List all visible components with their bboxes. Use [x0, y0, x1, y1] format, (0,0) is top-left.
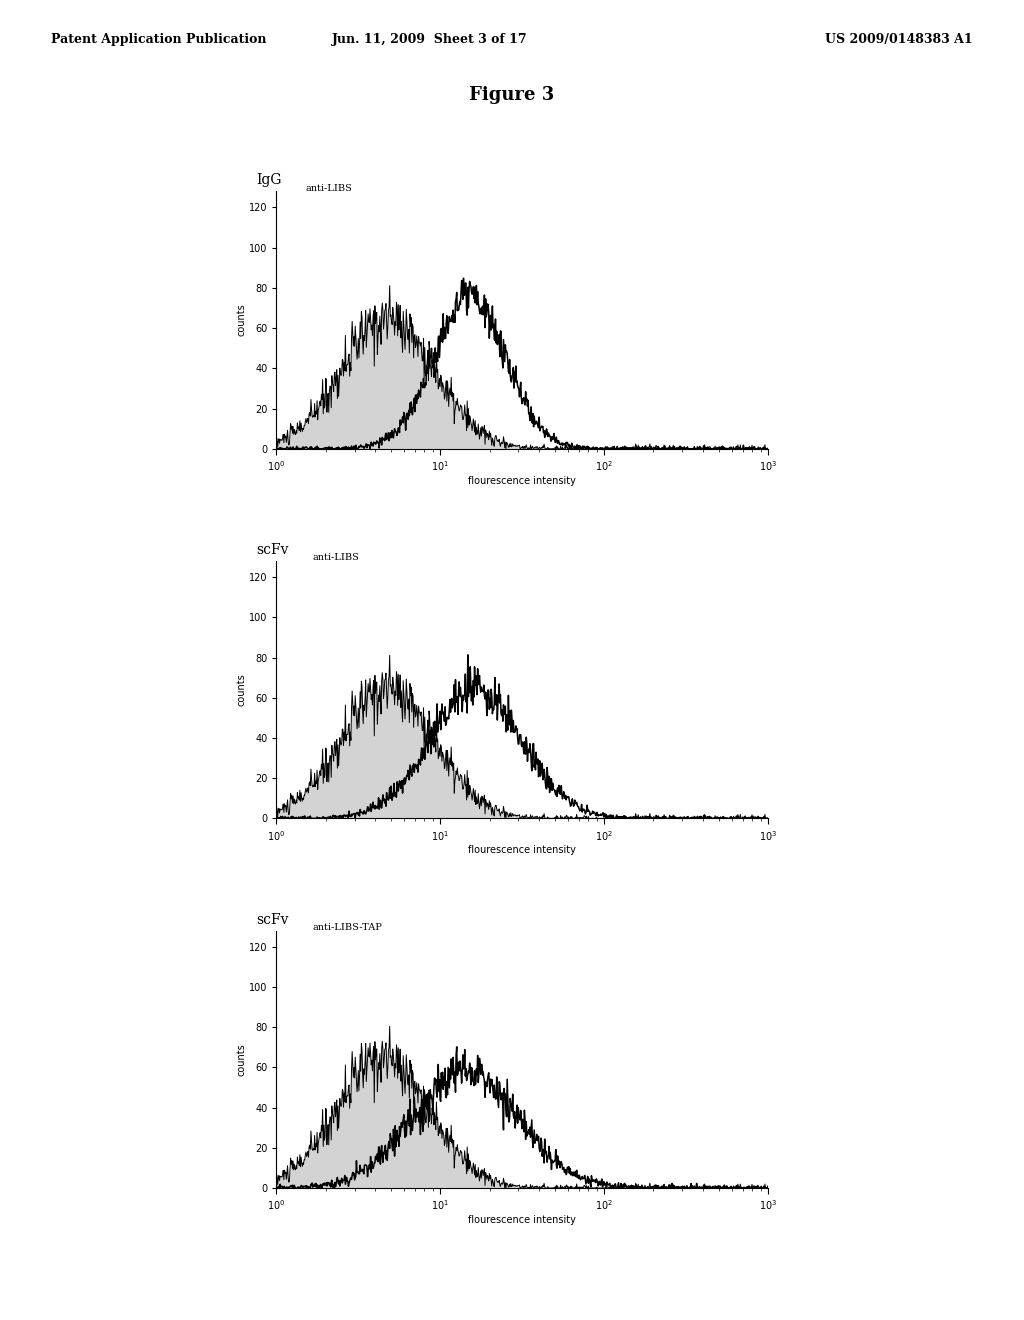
X-axis label: flourescence intensity: flourescence intensity: [468, 475, 577, 486]
Text: anti-LIBS: anti-LIBS: [305, 183, 352, 193]
Text: scFv: scFv: [256, 912, 289, 927]
Y-axis label: counts: counts: [237, 673, 246, 706]
Text: Jun. 11, 2009  Sheet 3 of 17: Jun. 11, 2009 Sheet 3 of 17: [332, 33, 528, 46]
X-axis label: flourescence intensity: flourescence intensity: [468, 1214, 577, 1225]
Y-axis label: counts: counts: [237, 304, 246, 337]
Text: scFv: scFv: [256, 543, 289, 557]
X-axis label: flourescence intensity: flourescence intensity: [468, 845, 577, 855]
Text: IgG: IgG: [256, 173, 282, 187]
Text: Figure 3: Figure 3: [469, 86, 555, 104]
Text: Patent Application Publication: Patent Application Publication: [51, 33, 266, 46]
Y-axis label: counts: counts: [237, 1043, 246, 1076]
Text: anti-LIBS-TAP: anti-LIBS-TAP: [312, 923, 382, 932]
Text: anti-LIBS: anti-LIBS: [312, 553, 359, 562]
Text: US 2009/0148383 A1: US 2009/0148383 A1: [825, 33, 973, 46]
